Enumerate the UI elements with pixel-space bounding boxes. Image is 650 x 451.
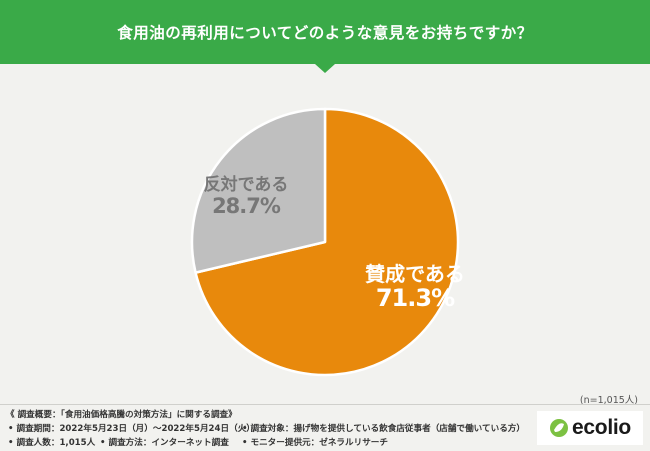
survey-overview: 《 調査概要：「食用油価格高騰の対策方法」に関する調査》	[6, 410, 237, 420]
header-pointer	[315, 64, 335, 73]
survey-period: • 調査期間：2022年5月23日（月）～2022年5月24日（火）	[8, 424, 255, 434]
slice-value-disagree: 28.7%	[212, 194, 281, 218]
survey-footer: 《 調査概要：「食用油価格高騰の対策方法」に関する調査》 • 調査期間：2022…	[0, 404, 650, 451]
leaf-logo-icon	[550, 419, 569, 437]
logo-text: ecolio	[572, 416, 631, 439]
ecolio-logo: ecolio	[537, 411, 643, 445]
sample-size: (n=1,015人)	[579, 395, 638, 406]
header-banner: 食用油の再利用についてどのような意見をお持ちですか？	[0, 0, 650, 64]
survey-count: • 調査人数：1,015人	[8, 438, 96, 448]
question-title: 食用油の再利用についてどのような意見をお持ちですか？	[117, 24, 533, 42]
monitor-provider: • モニター提供元：ゼネラルリサーチ	[242, 438, 388, 448]
pie-slice-agree	[194, 107, 460, 377]
pie-slice-disagree	[190, 107, 327, 274]
slice-label-agree: 賛成である	[365, 262, 465, 286]
slice-label-disagree: 反対である	[203, 175, 289, 195]
slice-value-agree: 71.3%	[375, 284, 455, 312]
survey-target: • 調査対象：揚げ物を提供している飲食店従事者（店舗で働いている方）	[242, 424, 525, 434]
survey-method: • 調査方法：インターネット調査	[100, 438, 229, 448]
